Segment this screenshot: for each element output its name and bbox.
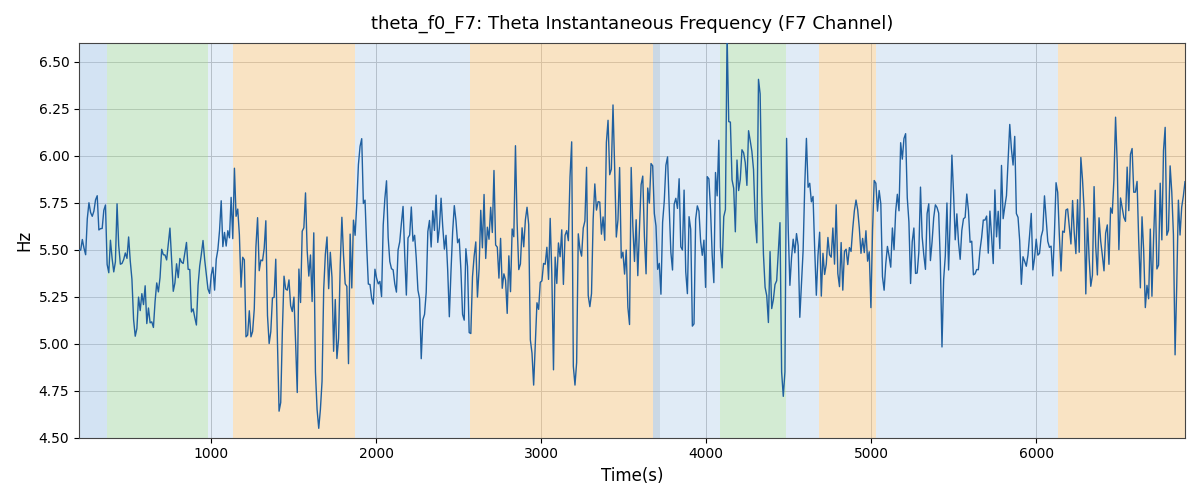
Bar — [660, 43, 720, 438]
Bar — [470, 43, 654, 438]
Y-axis label: Hz: Hz — [14, 230, 32, 251]
Bar — [720, 43, 786, 438]
Bar — [786, 43, 818, 438]
Bar — [79, 43, 107, 438]
X-axis label: Time(s): Time(s) — [601, 467, 664, 485]
Title: theta_f0_F7: Theta Instantaneous Frequency (F7 Channel): theta_f0_F7: Theta Instantaneous Frequen… — [371, 15, 893, 34]
Bar — [654, 43, 660, 438]
Bar — [107, 43, 208, 438]
Bar — [208, 43, 233, 438]
Bar — [233, 43, 355, 438]
Bar — [355, 43, 470, 438]
Bar — [876, 43, 1058, 438]
Bar — [1058, 43, 1186, 438]
Bar — [818, 43, 876, 438]
